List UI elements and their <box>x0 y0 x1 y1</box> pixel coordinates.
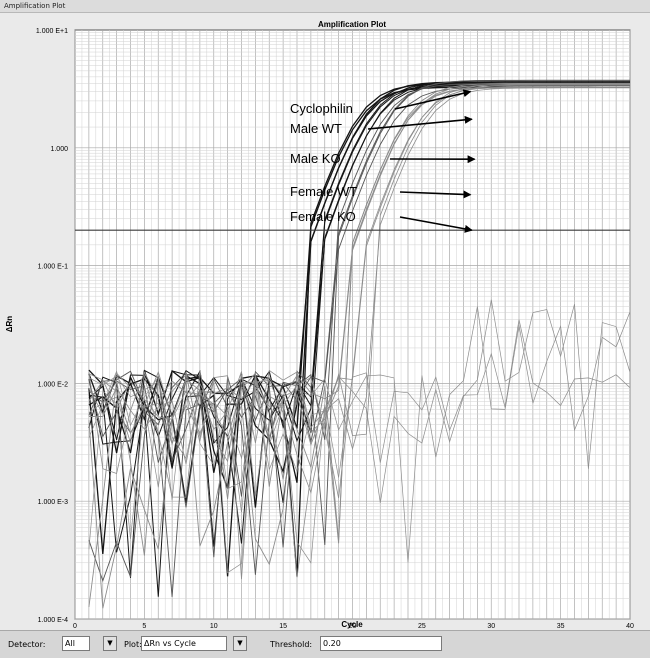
annotation-arrow <box>394 89 472 110</box>
x-tick-label: 10 <box>210 623 218 630</box>
amplification-curve <box>88 86 630 499</box>
plot-dropdown-arrow[interactable]: ▼ <box>233 636 247 651</box>
plot-label: Plot: <box>124 640 142 649</box>
amplification-curve <box>88 299 631 574</box>
annotation-label: Female KO <box>290 209 356 224</box>
y-tick-labels: 1.000 E-4 1.000 E-3 1.000 E-2 1.000 E-1 1.00… <box>36 28 68 624</box>
threshold-label: Threshold: <box>270 640 313 649</box>
x-tick-label: 20 <box>349 623 357 630</box>
x-axis-label: Cycle <box>341 620 363 629</box>
y-tick-label: 1.000 E-4 <box>38 617 68 624</box>
detector-label: Detector: <box>8 640 46 649</box>
amplification-curve <box>88 306 631 563</box>
annotation-label: Male KO <box>290 151 341 166</box>
annotation-label: Female WT <box>290 184 357 199</box>
annotation-arrow <box>399 190 472 199</box>
x-tick-label: 0 <box>73 623 77 630</box>
detector-select[interactable]: All <box>62 636 90 651</box>
amplification-curve <box>88 87 630 608</box>
x-tick-label: 35 <box>557 623 565 630</box>
y-tick-label: 1.000 E-2 <box>38 381 68 388</box>
series-group <box>88 79 631 609</box>
amplification-curve <box>88 319 631 564</box>
plot-frame: Cyclophilin Male WT Male KO Female WT Female… <box>0 13 650 630</box>
y-tick-label: 1.000 E-3 <box>38 499 68 506</box>
detector-dropdown-arrow[interactable]: ▼ <box>103 636 117 651</box>
x-tick-label: 40 <box>626 623 634 630</box>
x-tick-labels: 0 5 10 15 20 25 30 35 40 <box>73 623 634 630</box>
y-tick-label: 1.000 <box>50 146 68 153</box>
annotation-label: Cyclophilin <box>290 101 353 116</box>
annotation-arrow <box>399 216 473 233</box>
x-tick-label: 15 <box>279 623 287 630</box>
window-title: Amplification Plot <box>0 0 650 13</box>
y-tick-label: 1.000 E-1 <box>38 264 68 271</box>
y-tick-label: 1.000 E+1 <box>36 28 68 35</box>
plot-select[interactable]: ΔRn vs Cycle <box>141 636 227 651</box>
annotation-arrow <box>367 115 473 130</box>
amplification-chart: Cyclophilin Male WT Male KO Female WT Female… <box>5 20 634 630</box>
bottom-toolbar: Detector: All ▼ Plot: ΔRn vs Cycle ▼ Thr… <box>0 630 650 658</box>
annotations: Cyclophilin Male WT Male KO Female WT Female… <box>290 89 476 233</box>
threshold-input[interactable]: 0.20 <box>320 636 442 651</box>
amplification-curve <box>88 79 630 548</box>
y-axis-label: ΔRn <box>5 316 14 333</box>
annotation-label: Male WT <box>290 121 342 136</box>
chart-title: Amplification Plot <box>318 20 386 29</box>
amplification-curve <box>88 84 630 497</box>
amplification-curve <box>88 87 630 498</box>
amplification-curve <box>88 81 630 578</box>
grid <box>74 30 631 620</box>
x-tick-label: 5 <box>142 623 146 630</box>
x-tick-label: 25 <box>418 623 426 630</box>
amplification-curve <box>88 84 630 609</box>
x-tick-label: 30 <box>487 623 495 630</box>
